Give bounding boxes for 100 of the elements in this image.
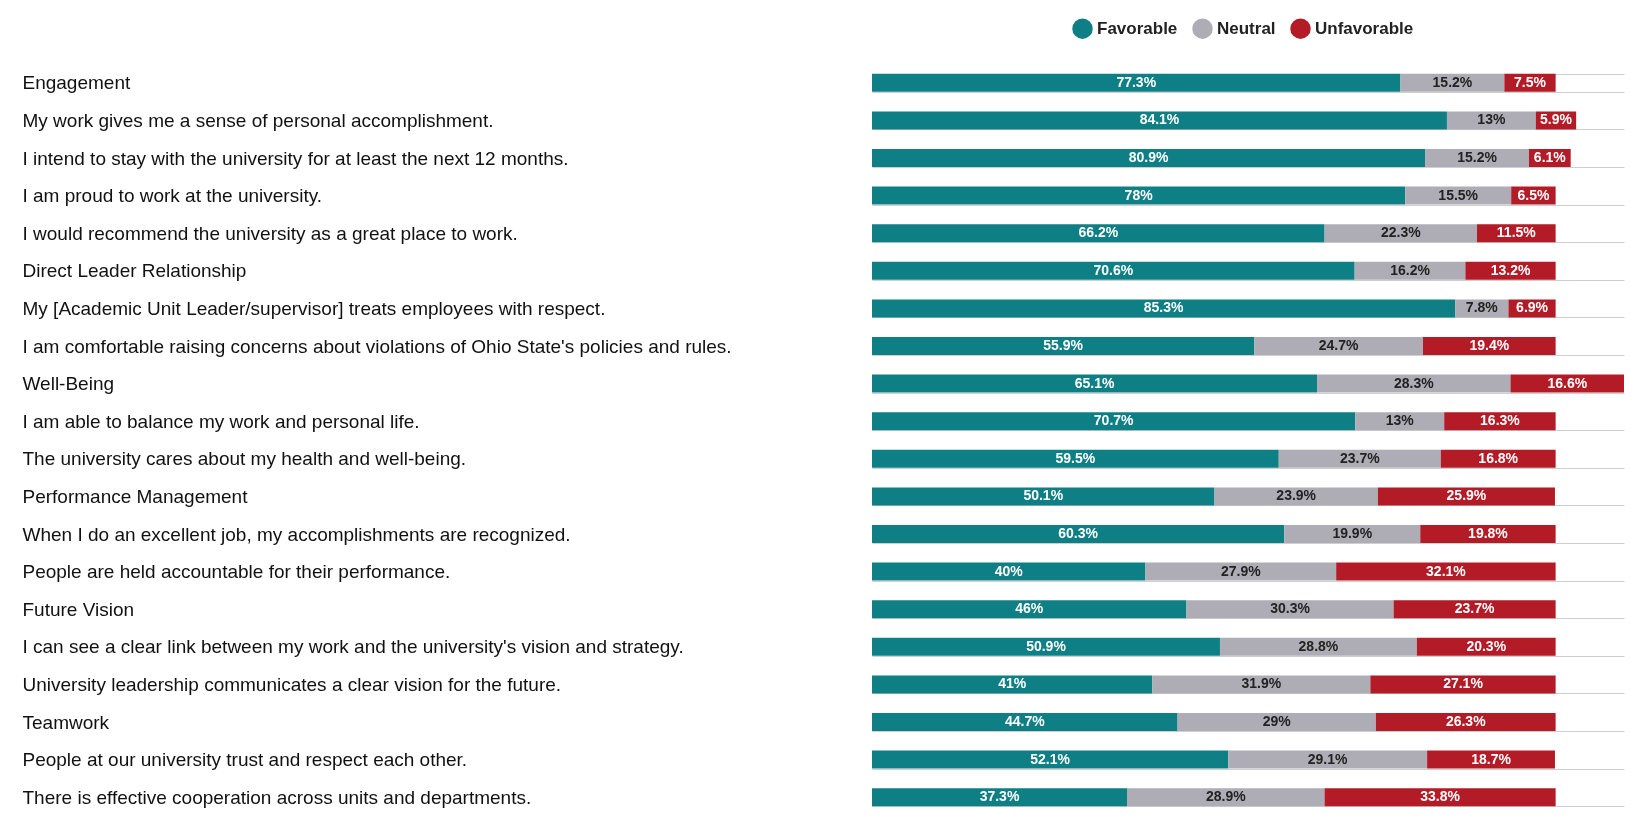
data-label: 27.9% bbox=[1220, 562, 1262, 579]
y-tick-label: There is effective cooperation across units and departments. bbox=[22, 786, 532, 808]
data-label: 55.9% bbox=[1043, 337, 1084, 353]
data-label: 15.2% bbox=[1432, 73, 1473, 90]
bar bbox=[1228, 750, 1428, 769]
bar bbox=[872, 336, 1255, 356]
data-label: 18.7% bbox=[1471, 750, 1512, 767]
data-label: 11.5% bbox=[1496, 224, 1537, 241]
y-tick-label: Future Vision bbox=[22, 598, 135, 620]
data-label: 85.3% bbox=[1143, 299, 1184, 316]
data-label: 50.1% bbox=[1023, 487, 1064, 504]
data-label: 26.3% bbox=[1445, 713, 1487, 729]
data-label: 30.3% bbox=[1270, 600, 1311, 617]
data-label: 65.1% bbox=[1074, 374, 1115, 391]
data-label: 70.7% bbox=[1093, 412, 1135, 429]
data-label: 13% bbox=[1385, 412, 1415, 429]
bar bbox=[872, 562, 1146, 581]
bar bbox=[1127, 788, 1325, 807]
bar bbox=[872, 186, 1406, 205]
y-tick-label: I would recommend the university as a great place to work. bbox=[22, 222, 518, 244]
data-label: 52.1% bbox=[1030, 750, 1071, 767]
data-label: 19.4% bbox=[1469, 337, 1510, 353]
bar bbox=[1254, 336, 1424, 356]
data-label: 5.9% bbox=[1540, 111, 1573, 128]
data-label: 19.9% bbox=[1332, 525, 1373, 541]
data-label: 23.7% bbox=[1339, 449, 1381, 466]
bar bbox=[872, 412, 1356, 431]
data-label: 28.3% bbox=[1393, 374, 1435, 391]
bar bbox=[1324, 224, 1478, 243]
y-tick-label: My work gives me a sense of personal accomplishment. bbox=[22, 109, 494, 131]
y-tick-label: People are held accountable for their performance. bbox=[22, 561, 451, 583]
bar bbox=[1177, 712, 1376, 732]
data-label: 23.7% bbox=[1454, 600, 1496, 617]
bar bbox=[1317, 374, 1511, 393]
legend-label: Unfavorable bbox=[1315, 18, 1414, 38]
data-label: 19.8% bbox=[1468, 525, 1509, 541]
bar bbox=[872, 750, 1229, 769]
data-label: 80.9% bbox=[1128, 149, 1169, 165]
y-tick-label: My [Academic Unit Leader/supervisor] treats employees with respect. bbox=[22, 297, 606, 319]
y-tick-label: Direct Leader Relationship bbox=[22, 260, 247, 282]
data-label: 15.5% bbox=[1438, 186, 1479, 203]
bar bbox=[1186, 600, 1394, 619]
bar bbox=[1278, 449, 1441, 468]
data-label: 50.9% bbox=[1026, 637, 1067, 654]
data-label: 78% bbox=[1124, 186, 1154, 203]
data-label: 46% bbox=[1015, 600, 1044, 617]
legend-label: Favorable bbox=[1097, 18, 1178, 38]
data-label: 15.2% bbox=[1457, 149, 1498, 165]
data-label: 32.1% bbox=[1426, 562, 1467, 579]
data-label: 28.8% bbox=[1298, 637, 1339, 654]
data-label: 70.6% bbox=[1093, 261, 1134, 278]
bar bbox=[872, 374, 1318, 393]
data-label: 44.7% bbox=[1004, 713, 1046, 729]
y-tick-label: Performance Management bbox=[22, 485, 249, 507]
y-tick-label: I am comfortable raising concerns about violations of Ohio State's policies and rules. bbox=[22, 335, 732, 357]
data-label: 29% bbox=[1262, 713, 1292, 729]
data-label: 59.5% bbox=[1055, 449, 1096, 466]
bar bbox=[872, 487, 1215, 506]
data-label: 40% bbox=[994, 562, 1024, 579]
data-label: 60.3% bbox=[1058, 525, 1099, 541]
data-label: 37.3% bbox=[979, 788, 1020, 805]
bar bbox=[1377, 487, 1555, 506]
data-label: 84.1% bbox=[1139, 111, 1180, 128]
data-label: 16.3% bbox=[1480, 412, 1521, 429]
bar bbox=[872, 449, 1279, 468]
data-label: 77.3% bbox=[1116, 73, 1157, 90]
y-tick-label: The university cares about my health and well-being. bbox=[22, 448, 467, 470]
data-label: 6.9% bbox=[1516, 299, 1549, 316]
y-tick-label: When I do an excellent job, my accomplishments are recognized. bbox=[22, 523, 571, 545]
y-tick-label: University leadership communicates a clear vision for the future. bbox=[22, 673, 562, 695]
bar bbox=[872, 675, 1153, 694]
bar bbox=[872, 712, 1178, 732]
data-label: 16.8% bbox=[1478, 449, 1519, 466]
data-label: 7.5% bbox=[1514, 73, 1547, 90]
bar bbox=[1324, 788, 1556, 807]
data-label: 23.9% bbox=[1276, 487, 1317, 504]
data-label: 6.5% bbox=[1517, 186, 1550, 203]
y-tick-label: I can see a clear link between my work and the university's vision and strategy. bbox=[22, 636, 684, 658]
y-tick-label: People at our university trust and respect each other. bbox=[22, 749, 468, 771]
data-label: 28.9% bbox=[1205, 788, 1247, 805]
data-label: 31.9% bbox=[1241, 675, 1282, 692]
data-label: 33.8% bbox=[1420, 788, 1461, 805]
data-label: 66.2% bbox=[1078, 224, 1119, 241]
y-tick-label: Teamwork bbox=[22, 711, 110, 733]
bar bbox=[872, 148, 1426, 168]
data-label: 29.1% bbox=[1307, 750, 1349, 767]
bar bbox=[872, 73, 1401, 92]
bar bbox=[872, 600, 1187, 619]
y-tick-label: I am able to balance my work and personal life. bbox=[22, 410, 420, 432]
bar bbox=[1152, 675, 1371, 694]
bar bbox=[1370, 675, 1556, 694]
y-tick-label: Well-Being bbox=[22, 373, 115, 395]
data-label: 20.3% bbox=[1466, 637, 1507, 654]
y-tick-label: I intend to stay with the university for at least the next 12 months. bbox=[22, 147, 569, 169]
y-tick-label: Engagement bbox=[22, 72, 131, 94]
data-label: 7.8% bbox=[1465, 299, 1499, 316]
bar bbox=[1336, 562, 1556, 581]
bar bbox=[872, 524, 1285, 544]
bar bbox=[872, 299, 1456, 318]
legend-label: Neutral bbox=[1217, 18, 1276, 38]
